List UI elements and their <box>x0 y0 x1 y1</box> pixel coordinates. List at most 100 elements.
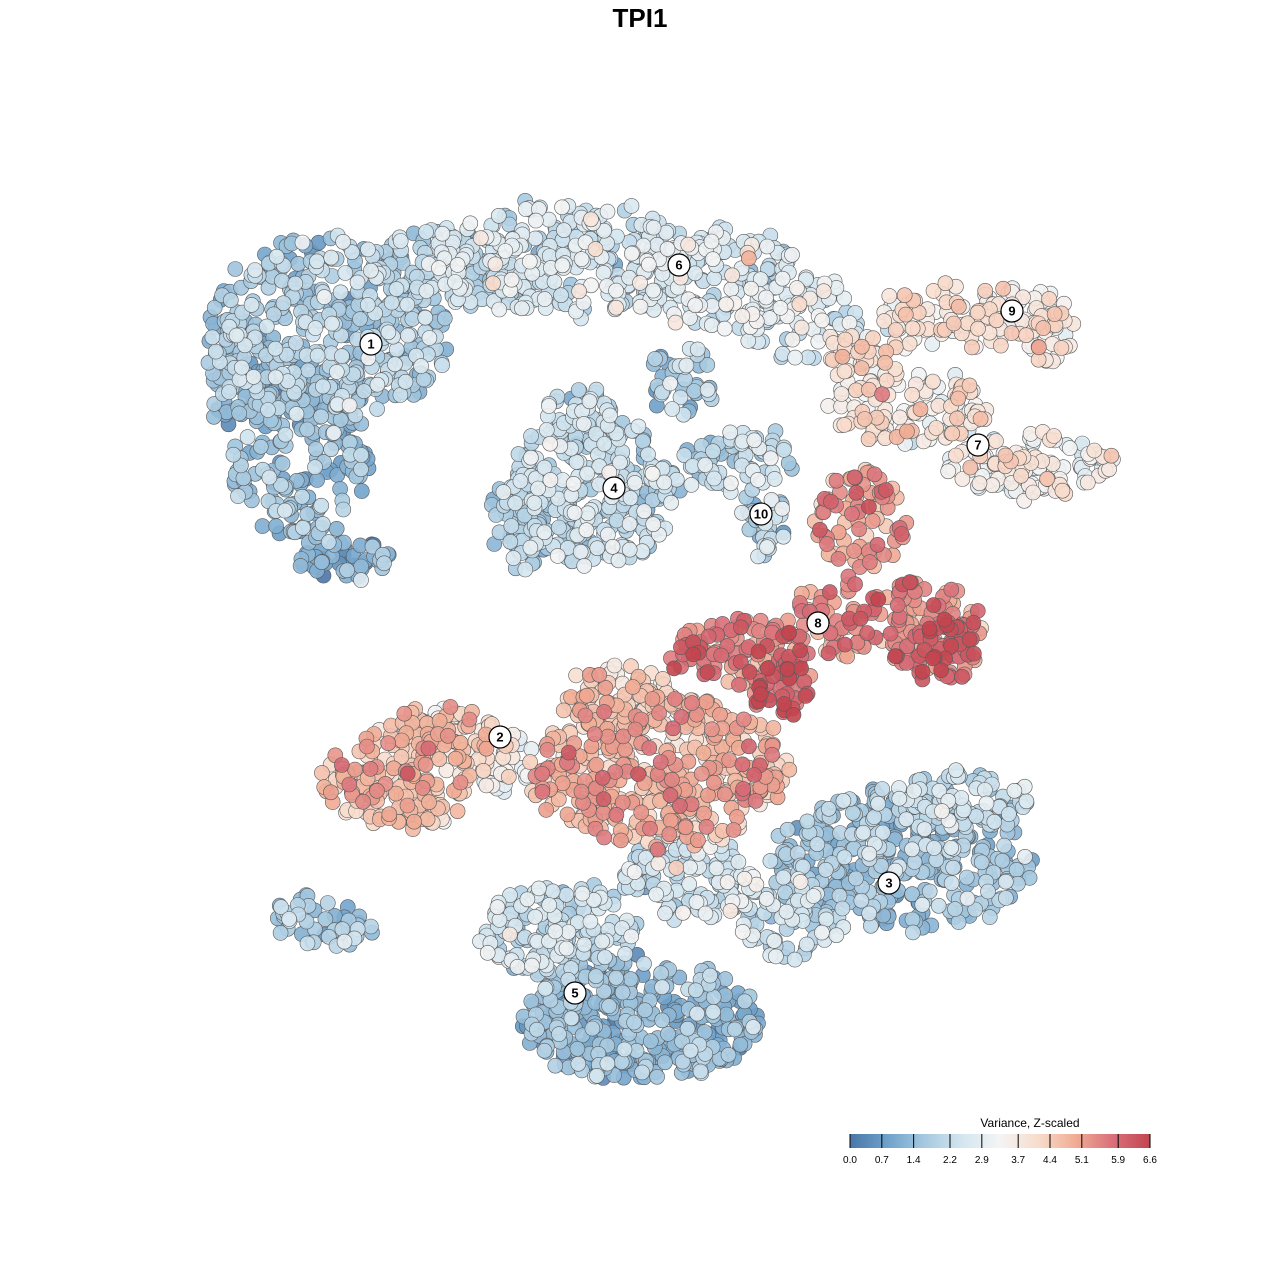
cell-point <box>815 283 832 300</box>
cell-point <box>630 766 646 782</box>
cell-point <box>870 795 886 812</box>
cluster-label-text: 1 <box>367 337 374 352</box>
cell-point <box>563 1010 580 1027</box>
cell-point <box>560 744 577 761</box>
cell-point <box>689 1005 705 1022</box>
cell-point <box>731 676 747 693</box>
cell-point <box>571 283 587 300</box>
cluster-label-10: 10 <box>749 502 773 526</box>
cell-point <box>355 793 371 810</box>
cell-point <box>969 304 986 321</box>
cell-point <box>380 324 397 341</box>
cell-point <box>752 686 769 703</box>
cell-point <box>837 636 853 653</box>
cell-point <box>772 300 789 316</box>
cell-point <box>1025 484 1041 501</box>
cell-point <box>1041 291 1057 307</box>
cell-point <box>589 540 606 557</box>
cell-point <box>369 401 385 417</box>
cell-point <box>781 761 798 778</box>
cell-point <box>637 1002 653 1019</box>
cell-point <box>687 982 704 999</box>
cell-point <box>534 765 551 782</box>
cell-point <box>541 398 557 414</box>
cell-point <box>507 495 524 511</box>
cell-point <box>851 521 867 538</box>
cell-point <box>652 754 669 770</box>
cell-point <box>925 650 941 667</box>
cell-point <box>799 813 816 830</box>
cell-point <box>323 784 339 801</box>
cell-point <box>363 918 379 935</box>
cell-point <box>440 727 456 744</box>
cell-point <box>945 859 961 876</box>
cell-point <box>505 550 522 566</box>
cell-point <box>659 241 676 257</box>
cell-point <box>542 472 559 488</box>
cell-point <box>436 310 453 327</box>
cell-point <box>734 924 751 940</box>
cell-point <box>697 905 714 922</box>
cell-point <box>663 494 679 511</box>
cell-point <box>874 386 890 403</box>
cell-point <box>415 371 432 388</box>
cell-point <box>487 256 504 273</box>
cell-point <box>724 267 740 284</box>
cell-point <box>779 821 796 838</box>
cell-point <box>708 860 725 877</box>
cell-point <box>719 874 736 891</box>
cell-point <box>759 660 776 677</box>
cluster-label-text: 9 <box>1008 304 1015 319</box>
cell-point <box>431 260 447 276</box>
cell-point <box>1013 467 1029 484</box>
cell-point <box>418 283 435 299</box>
cell-point <box>844 505 860 522</box>
cell-point <box>627 475 643 491</box>
cell-point <box>847 576 863 593</box>
cell-point <box>722 424 739 441</box>
cell-point <box>837 331 854 348</box>
cell-point <box>268 518 284 534</box>
cell-point <box>861 905 878 922</box>
cell-point <box>595 791 612 808</box>
cell-point <box>228 327 245 344</box>
cell-point <box>634 1064 650 1081</box>
cell-point <box>573 783 590 800</box>
cell-point <box>997 447 1014 464</box>
cell-point <box>475 762 492 779</box>
cell-point <box>613 832 629 849</box>
cell-point <box>928 420 945 436</box>
legend-tick-label: 0.7 <box>875 1155 889 1166</box>
cluster-label-text: 7 <box>974 438 981 453</box>
cell-point <box>381 806 398 823</box>
cell-point <box>353 483 370 499</box>
cell-point <box>588 968 604 985</box>
cell-point <box>527 908 543 925</box>
cell-point <box>981 909 998 925</box>
cell-point <box>626 864 643 880</box>
cell-point <box>878 372 895 389</box>
cell-point <box>380 735 397 752</box>
cell-point <box>544 883 561 900</box>
cell-point <box>716 320 733 337</box>
cell-point <box>319 895 336 911</box>
cell-point <box>786 951 803 968</box>
cell-point <box>650 855 667 872</box>
cell-point <box>866 466 883 483</box>
cell-point <box>792 874 809 890</box>
cell-point <box>971 475 988 492</box>
cell-point <box>576 936 593 953</box>
cell-point <box>223 292 239 309</box>
cell-point <box>1053 340 1070 356</box>
cell-point <box>328 520 345 537</box>
legend-tick-label: 4.4 <box>1043 1155 1057 1166</box>
legend-title: Variance, Z-scaled <box>980 1116 1079 1130</box>
legend-tick-label: 1.4 <box>907 1155 921 1166</box>
cell-point <box>636 503 653 520</box>
cell-point <box>1046 428 1062 444</box>
cell-point <box>577 707 594 724</box>
cell-point <box>830 551 847 567</box>
cell-point <box>882 625 899 642</box>
cell-point <box>764 746 780 763</box>
cell-point <box>735 781 752 797</box>
